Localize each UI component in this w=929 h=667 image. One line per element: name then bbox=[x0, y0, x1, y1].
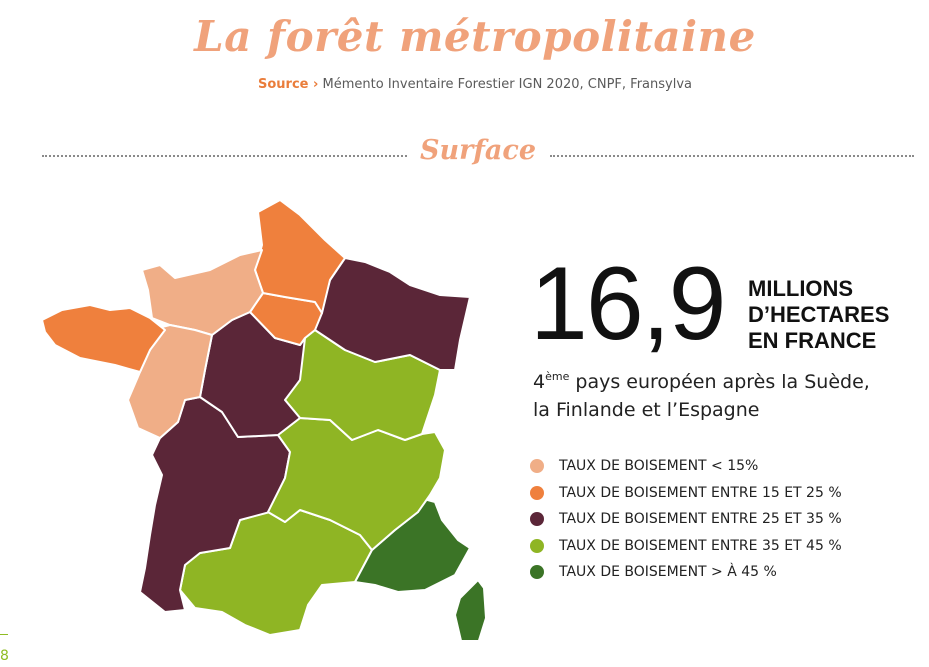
surface-unit: MILLIONS D’HECTARES EN FRANCE bbox=[748, 276, 889, 354]
region-grand-est bbox=[314, 257, 471, 371]
europe-ranking: 4ème pays européen après la Suède, la Fi… bbox=[533, 368, 870, 424]
source-text: Mémento Inventaire Forestier IGN 2020, C… bbox=[322, 77, 692, 92]
rank-number: 4 bbox=[533, 371, 546, 393]
source-label: Source › bbox=[258, 77, 319, 92]
legend-label: TAUX DE BOISEMENT < 15% bbox=[559, 458, 759, 475]
region-bretagne bbox=[41, 304, 166, 373]
france-map bbox=[41, 199, 487, 640]
region-corse bbox=[454, 579, 487, 640]
source-line: Source › Mémento Inventaire Forestier IG… bbox=[0, 77, 929, 92]
legend-label: TAUX DE BOISEMENT ENTRE 35 ET 45 % bbox=[559, 537, 842, 554]
rank-line2: la Finlande et l’Espagne bbox=[533, 399, 760, 421]
page-number: 8 bbox=[0, 648, 9, 664]
surface-value: 16,9 bbox=[530, 246, 726, 362]
region-normandie bbox=[141, 249, 264, 336]
legend-item: TAUX DE BOISEMENT > À 45 % bbox=[530, 559, 842, 586]
surface-unit-line2: D’HECTARES bbox=[748, 302, 890, 327]
surface-unit-line1: MILLIONS bbox=[748, 276, 854, 301]
section-header: Surface bbox=[0, 135, 929, 175]
section-title: Surface bbox=[419, 135, 537, 166]
dotted-divider-right bbox=[550, 155, 914, 157]
legend-item: TAUX DE BOISEMENT ENTRE 35 ET 45 % bbox=[530, 533, 842, 560]
legend-dot-icon bbox=[530, 512, 544, 527]
legend-dot-icon bbox=[530, 485, 544, 500]
legend-item: TAUX DE BOISEMENT ENTRE 25 ET 35 % bbox=[530, 506, 842, 533]
rank-suffix: ème bbox=[545, 370, 570, 383]
map-legend: TAUX DE BOISEMENT < 15% TAUX DE BOISEMEN… bbox=[530, 453, 842, 586]
legend-dot-icon bbox=[530, 565, 544, 580]
legend-label: TAUX DE BOISEMENT ENTRE 25 ET 35 % bbox=[559, 511, 842, 528]
legend-label: TAUX DE BOISEMENT ENTRE 15 ET 25 % bbox=[559, 484, 842, 501]
surface-unit-line3: EN FRANCE bbox=[748, 328, 877, 353]
legend-label: TAUX DE BOISEMENT > À 45 % bbox=[559, 564, 777, 581]
page-marker-line bbox=[0, 634, 8, 635]
legend-dot-icon bbox=[530, 538, 544, 553]
rank-line1: pays européen après la Suède, bbox=[569, 371, 870, 393]
legend-item: TAUX DE BOISEMENT ENTRE 15 ET 25 % bbox=[530, 480, 842, 507]
page-title: La forêt métropolitaine bbox=[194, 12, 756, 61]
dotted-divider-left bbox=[42, 155, 407, 157]
legend-item: TAUX DE BOISEMENT < 15% bbox=[530, 453, 842, 480]
legend-dot-icon bbox=[530, 459, 544, 474]
